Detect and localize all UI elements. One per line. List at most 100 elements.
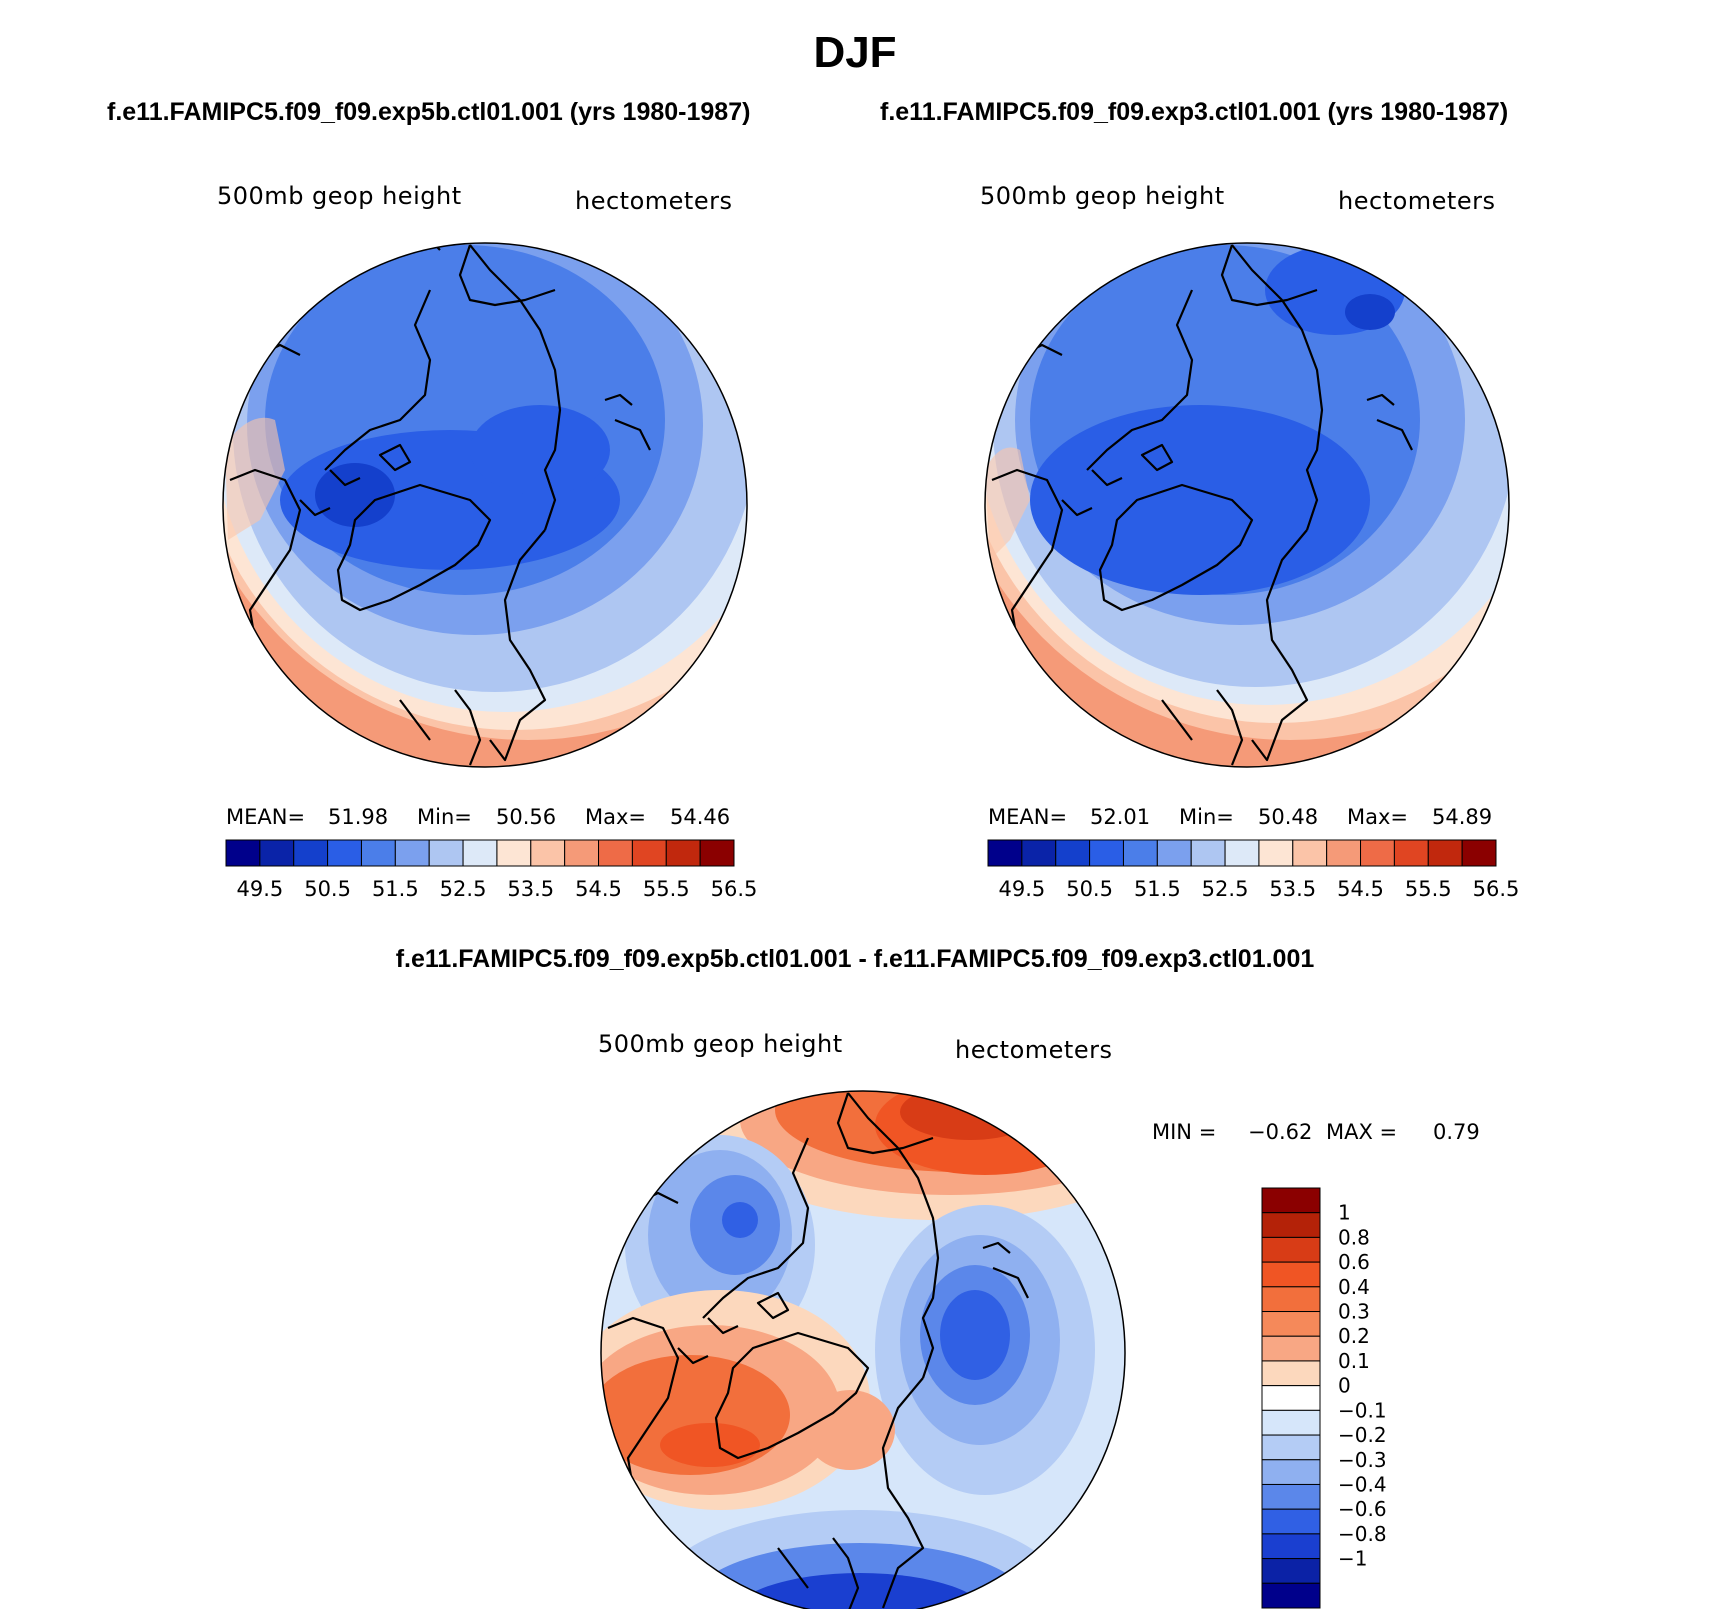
panel-1-colorbar-swatch (394, 839, 430, 867)
difference-colorbar-tick-label: −0.1 (1338, 1398, 1387, 1422)
difference-colorbar-tick-label: −0.2 (1338, 1423, 1387, 1447)
panel-1-polar-map (223, 243, 747, 767)
panel-1-colorbar-swatch (462, 839, 498, 867)
panel-2-colorbar-swatch (1190, 839, 1226, 867)
panel-1-colorbar-swatch (699, 839, 735, 867)
difference-max-label: MAX = (1326, 1120, 1398, 1144)
difference-colorbar-swatch (1261, 1483, 1321, 1510)
difference-colorbar-tick-label: −0.6 (1338, 1497, 1387, 1521)
difference-units-label: hectometers (955, 1036, 1113, 1064)
panel-1-mean-label: MEAN= (226, 805, 306, 829)
panel-2-max-value: 54.89 (1432, 805, 1493, 829)
difference-colorbar-swatch (1261, 1582, 1321, 1609)
panel-1-colorbar-tick-label: 50.5 (304, 877, 351, 901)
difference-min-value: −0.62 (1248, 1120, 1313, 1144)
panel-2-max-label: Max= (1347, 805, 1409, 829)
figure-title: DJF (813, 28, 897, 77)
panel-2-colorbar-swatch (1427, 839, 1463, 867)
panel-1-colorbar-swatch (564, 839, 600, 867)
panel-1-units-label: hectometers (575, 187, 733, 215)
panel-2-colorbar-swatch (1393, 839, 1429, 867)
difference-colorbar-swatch (1261, 1409, 1321, 1436)
panel-1-colorbar-tick-label: 52.5 (440, 877, 487, 901)
panel-1-colorbar-swatch (360, 839, 396, 867)
difference-colorbar-swatch (1261, 1212, 1321, 1238)
difference-colorbar-swatch (1261, 1236, 1321, 1263)
difference-colorbar-tick-label: 0.6 (1338, 1250, 1370, 1274)
panel-2-colorbar-tick-label: 55.5 (1405, 877, 1452, 901)
panel-2-colorbar-swatch (1089, 839, 1124, 867)
panel-1-colorbar-swatch (293, 839, 329, 867)
difference-title: f.e11.FAMIPC5.f09_f09.exp5b.ctl01.001 - … (395, 945, 1315, 973)
panel-2-min-value: 50.48 (1258, 805, 1319, 829)
panel-1-colorbar-tick-label: 49.5 (236, 877, 283, 901)
panel-2-colorbar-swatch (1258, 839, 1294, 867)
difference-colorbar-tick-label: 0.3 (1338, 1300, 1370, 1324)
panel-1-colorbar: 49.5 50.5 51.5 52.5 53.5 54.5 55.5 56.5 (225, 839, 758, 901)
panel-1-colorbar-swatch (665, 839, 701, 867)
panel-2-polar-map (985, 243, 1509, 767)
difference-colorbar-tick-label: 0.1 (1338, 1349, 1370, 1373)
panel-2-mean-value: 52.01 (1090, 805, 1151, 829)
panel-1-map-border (222, 242, 748, 768)
difference-colorbar-tick-label: 0.8 (1338, 1225, 1370, 1249)
panel-1-colorbar-tick-label: 51.5 (372, 877, 419, 901)
panel-1-mean-value: 51.98 (328, 805, 389, 829)
difference-colorbar-tick-label: 0.2 (1338, 1324, 1370, 1348)
panel-1-case-title: f.e11.FAMIPC5.f09_f09.exp5b.ctl01.001 (y… (107, 98, 751, 126)
difference-colorbar-swatch (1261, 1187, 1321, 1214)
panel-2-colorbar-swatch (1122, 839, 1158, 867)
panel-2-map-border (984, 242, 1510, 768)
difference-colorbar-swatch (1261, 1261, 1321, 1288)
panel-2-colorbar-tick-label: 54.5 (1337, 877, 1384, 901)
panel-2-variable-label: 500mb geop height (980, 182, 1225, 210)
panel-2-colorbar-swatch (987, 839, 1023, 867)
panel-1-colorbar-tick-label: 53.5 (507, 877, 554, 901)
panel-2-colorbar-swatch (1461, 839, 1497, 867)
panel-1-colorbar-swatch (631, 839, 667, 867)
panel-2-colorbar-swatch (1224, 839, 1260, 867)
difference-polar-map (601, 1091, 1125, 1609)
panel-2-units-label: hectometers (1338, 187, 1496, 215)
panel-1-max-value: 54.46 (670, 805, 731, 829)
panel-1-max-label: Max= (585, 805, 647, 829)
panel-1-colorbar-tick-label: 54.5 (575, 877, 622, 901)
difference-colorbar-tick-label: −1 (1338, 1547, 1367, 1571)
difference-colorbar-tick-label: −0.8 (1338, 1522, 1387, 1546)
panel-2-colorbar-tick-label: 50.5 (1066, 877, 1113, 901)
panel-1-colorbar-tick-label: 56.5 (711, 877, 758, 901)
panel-2-colorbar-swatch (1292, 839, 1328, 867)
difference-colorbar-swatch (1261, 1385, 1321, 1411)
panel-1-colorbar-swatch (496, 839, 532, 867)
difference-colorbar-swatch (1261, 1508, 1321, 1535)
difference-colorbar-tick-label: −0.3 (1338, 1448, 1387, 1472)
panel-1-colorbar-swatch (327, 839, 362, 867)
difference-coastlines (607, 1092, 1029, 1609)
difference-colorbar-tick-label: 0.4 (1338, 1275, 1370, 1299)
panel-2-colorbar-swatch (1055, 839, 1091, 867)
difference-colorbar-tick-label: −0.4 (1338, 1472, 1387, 1496)
panel-1-coastlines (229, 243, 651, 766)
panel-1-colorbar-tick-label: 55.5 (643, 877, 690, 901)
difference-map-border (600, 1090, 1126, 1609)
panel-2-colorbar-tick-label: 56.5 (1473, 877, 1520, 901)
panel-2-colorbar-swatch (1156, 839, 1192, 867)
difference-colorbar-swatch (1261, 1533, 1321, 1560)
panel-1-colorbar-swatch (225, 839, 261, 867)
panel-1-min-label: Min= (417, 805, 472, 829)
difference-colorbar-swatch (1261, 1434, 1321, 1461)
panel-2-case-title: f.e11.FAMIPC5.f09_f09.exp3.ctl01.001 (yr… (880, 98, 1509, 126)
difference-colorbar-swatch (1261, 1459, 1321, 1485)
difference-max-value: 0.79 (1433, 1120, 1480, 1144)
panel-2-colorbar-tick-label: 52.5 (1202, 877, 1249, 901)
panel-1-colorbar-swatch (259, 839, 295, 867)
difference-colorbar-swatch (1261, 1311, 1321, 1337)
panel-1-colorbar-swatch (530, 839, 566, 867)
difference-colorbar-swatch (1261, 1286, 1321, 1313)
difference-colorbar-tick-label: 1 (1338, 1201, 1351, 1225)
difference-colorbar-swatch (1261, 1558, 1321, 1584)
difference-min-label: MIN = (1152, 1120, 1217, 1144)
difference-colorbar: 10.80.60.40.30.20.10−0.1−0.2−0.3−0.4−0.6… (1261, 1187, 1387, 1609)
panel-2-min-label: Min= (1179, 805, 1234, 829)
